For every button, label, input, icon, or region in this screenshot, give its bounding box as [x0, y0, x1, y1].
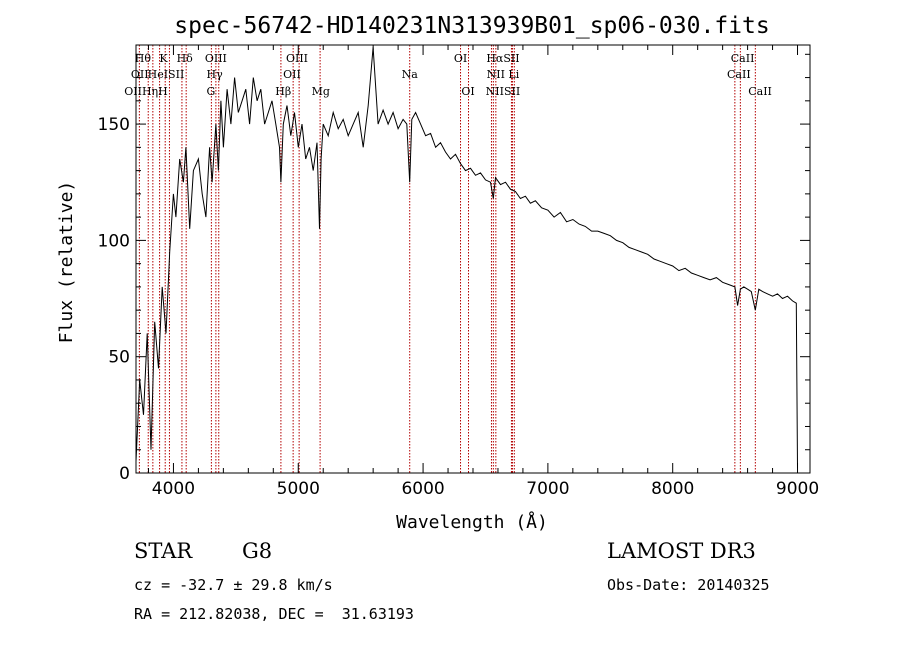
line-annotation: OIII: [286, 52, 308, 65]
x-axis-label: Wavelength (Å): [396, 511, 548, 533]
line-annotation: K: [159, 52, 168, 65]
chart-title: spec-56742-HD140231N313939B01_sp06-030.f…: [174, 13, 769, 39]
line-annotation: HαSII: [486, 52, 519, 65]
line-annotation: OI: [454, 52, 467, 65]
line-annotation: Hθ: [135, 52, 152, 65]
observation-date: Obs-Date: 20140325: [607, 576, 770, 594]
object-class: STAR: [134, 539, 193, 563]
x-tick-label: 6000: [401, 479, 444, 499]
y-tick-label: 100: [98, 231, 130, 251]
x-tick-label: 9000: [776, 479, 819, 499]
line-annotation: OIIHηH: [124, 85, 167, 98]
line-annotation: OII: [283, 68, 301, 81]
line-annotation: Mg: [312, 85, 330, 98]
x-tick-label: 8000: [651, 479, 694, 499]
line-annotation: NII Li: [487, 68, 520, 81]
x-tick-label: 5000: [277, 479, 320, 499]
line-annotation: Hγ: [207, 68, 224, 81]
y-tick-label: 0: [119, 464, 130, 484]
y-tick-label: 50: [108, 348, 130, 368]
line-annotation: Hδ: [177, 52, 194, 65]
line-annotation: OIII: [205, 52, 227, 65]
line-annotation: CaII: [727, 68, 751, 81]
spectrum-line: [135, 47, 798, 469]
line-annotation: Hβ: [275, 85, 291, 98]
line-annotation: Na: [402, 68, 419, 81]
line-annotation: OII: [131, 68, 149, 81]
y-tick-label: 150: [98, 115, 130, 135]
x-tick-label: 7000: [526, 479, 569, 499]
line-annotation: G: [206, 85, 215, 98]
axes: 4000 5000 6000 7000 8000 9000 0 50 100 150: [98, 45, 819, 499]
line-annotation: CaII: [748, 85, 772, 98]
line-annotation: CaII: [731, 52, 755, 65]
survey-name: LAMOST DR3: [607, 539, 756, 563]
coordinates: RA = 212.82038, DEC = 31.63193: [134, 605, 414, 623]
redshift-value: cz = -32.7 ± 29.8 km/s: [134, 576, 333, 594]
y-axis-label: Flux (relative): [56, 181, 77, 344]
line-markers: [138, 45, 756, 473]
line-annotation: NIISII: [486, 85, 521, 98]
plot-frame: [135, 44, 811, 474]
line-annotation: OI: [461, 85, 474, 98]
x-tick-label: 4000: [152, 479, 195, 499]
spectrum-chart: spec-56742-HD140231N313939B01_sp06-030.f…: [56, 13, 819, 533]
line-annotation: HeISII: [148, 68, 185, 81]
object-subclass: G8: [242, 539, 273, 563]
